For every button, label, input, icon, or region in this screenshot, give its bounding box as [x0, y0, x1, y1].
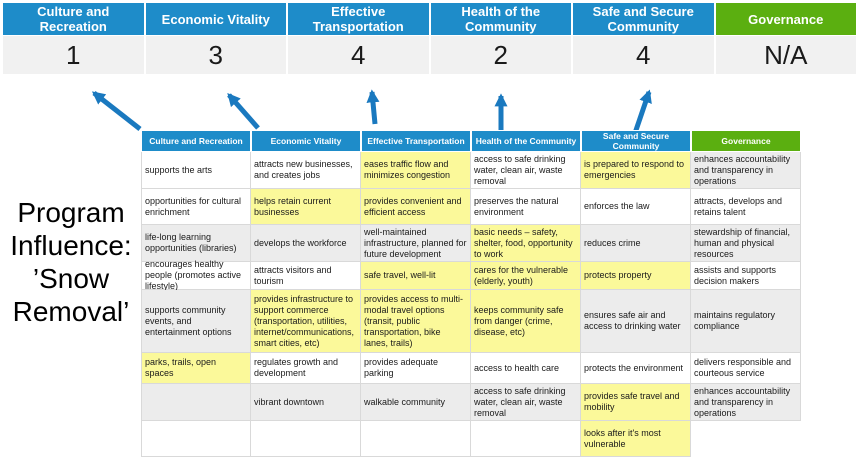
matrix-cell: is prepared to respond to emergencies	[581, 152, 691, 189]
matrix-cell: preserves the natural environment	[471, 189, 581, 225]
matrix-cell	[361, 421, 471, 457]
matrix-header-health-of-the-community: Health of the Community	[471, 130, 581, 152]
matrix-cell: access to health care	[471, 353, 581, 384]
matrix-cell: access to safe drinking water, clean air…	[471, 384, 581, 421]
priority-score-governance: N/A	[714, 36, 857, 74]
influence-arrow-icon	[91, 91, 142, 131]
matrix-cell: maintains regulatory compliance	[691, 290, 801, 353]
matrix-cell: basic needs – safety, shelter, food, opp…	[471, 225, 581, 262]
matrix-cell: supports community events, and entertain…	[141, 290, 251, 353]
matrix-cell: walkable community	[361, 384, 471, 421]
matrix-cell: provides safe travel and mobility	[581, 384, 691, 421]
matrix-header-safe-and-secure-community: Safe and Secure Community	[581, 130, 691, 152]
matrix-cell: supports the arts	[141, 152, 251, 189]
matrix-cell: enforces the law	[581, 189, 691, 225]
matrix-cell: life-long learning opportunities (librar…	[141, 225, 251, 262]
matrix-cell: reduces crime	[581, 225, 691, 262]
priority-header-effective-transportation: Effective Transportation	[287, 2, 430, 36]
matrix-header-economic-vitality: Economic Vitality	[251, 130, 361, 152]
priority-strip: Culture and Recreation Economic Vitality E…	[2, 2, 857, 74]
matrix-cell: eases traffic flow and minimizes congest…	[361, 152, 471, 189]
matrix-cell	[471, 421, 581, 457]
influence-arrow-icon	[227, 93, 260, 130]
matrix-cell: looks after it's most vulnerable	[581, 421, 691, 457]
matrix-cell: stewardship of financial, human and phys…	[691, 225, 801, 262]
matrix-cell: attracts new businesses, and creates job…	[251, 152, 361, 189]
matrix-cell: assists and supports decision makers	[691, 262, 801, 290]
matrix-cell	[141, 421, 251, 457]
matrix-header-culture-and-recreation: Culture and Recreation	[141, 130, 251, 152]
matrix-cell: protects property	[581, 262, 691, 290]
program-influence-label: Program Influence: ’Snow Removal’	[10, 197, 132, 327]
matrix-cell	[251, 421, 361, 457]
influence-matrix: Culture and Recreation Economic Vitality E…	[141, 130, 801, 457]
matrix-cell: well-maintained infrastructure, planned …	[361, 225, 471, 262]
matrix-cell: attracts visitors and tourism	[251, 262, 361, 290]
matrix-cell: develops the workforce	[251, 225, 361, 262]
matrix-cell: cares for the vulnerable (elderly, youth…	[471, 262, 581, 290]
priority-header-governance: Governance	[714, 2, 857, 36]
matrix-cell: keeps community safe from danger (crime,…	[471, 290, 581, 353]
matrix-cell: provides access to multi-modal travel op…	[361, 290, 471, 353]
matrix-cell: parks, trails, open spaces	[141, 353, 251, 384]
matrix-cell: protects the environment	[581, 353, 691, 384]
matrix-cell: opportunities for cultural enrichment	[141, 189, 251, 225]
priority-score-effective-transportation: 4	[287, 36, 430, 74]
priority-score-health-of-the-community: 2	[429, 36, 572, 74]
matrix-cell: delivers responsible and courteous servi…	[691, 353, 801, 384]
matrix-cell: safe travel, well-lit	[361, 262, 471, 290]
matrix-cell: enhances accountability and transparency…	[691, 384, 801, 421]
matrix-cell	[691, 421, 801, 457]
priority-score-economic-vitality: 3	[144, 36, 287, 74]
matrix-cell: provides infrastructure to support comme…	[251, 290, 361, 353]
priority-header-health-of-the-community: Health of the Community	[429, 2, 572, 36]
matrix-header-effective-transportation: Effective Transportation	[361, 130, 471, 152]
matrix-header-governance: Governance	[691, 130, 801, 152]
matrix-cell: helps retain current businesses	[251, 189, 361, 225]
matrix-cell: regulates growth and development	[251, 353, 361, 384]
matrix-cell: vibrant downtown	[251, 384, 361, 421]
matrix-cell: encourages healthy people (promotes acti…	[141, 259, 251, 291]
priority-score-culture-and-recreation: 1	[2, 36, 145, 74]
priority-header-economic-vitality: Economic Vitality	[144, 2, 287, 36]
matrix-cell	[141, 384, 251, 421]
matrix-cell: attracts, develops and retains talent	[691, 189, 801, 225]
matrix-cell: enhances accountability and transparency…	[691, 152, 801, 189]
matrix-cell: access to safe drinking water, clean air…	[471, 152, 581, 189]
matrix-cell: ensures safe air and access to drinking …	[581, 290, 691, 353]
priority-header-culture-and-recreation: Culture and Recreation	[2, 2, 145, 36]
matrix-cell: provides adequate parking	[361, 353, 471, 384]
priority-score-safe-and-secure-community: 4	[572, 36, 715, 74]
matrix-cell: provides convenient and efficient access	[361, 189, 471, 225]
priority-header-safe-and-secure-community: Safe and Secure Community	[572, 2, 715, 36]
influence-arrow-icon	[366, 89, 380, 125]
